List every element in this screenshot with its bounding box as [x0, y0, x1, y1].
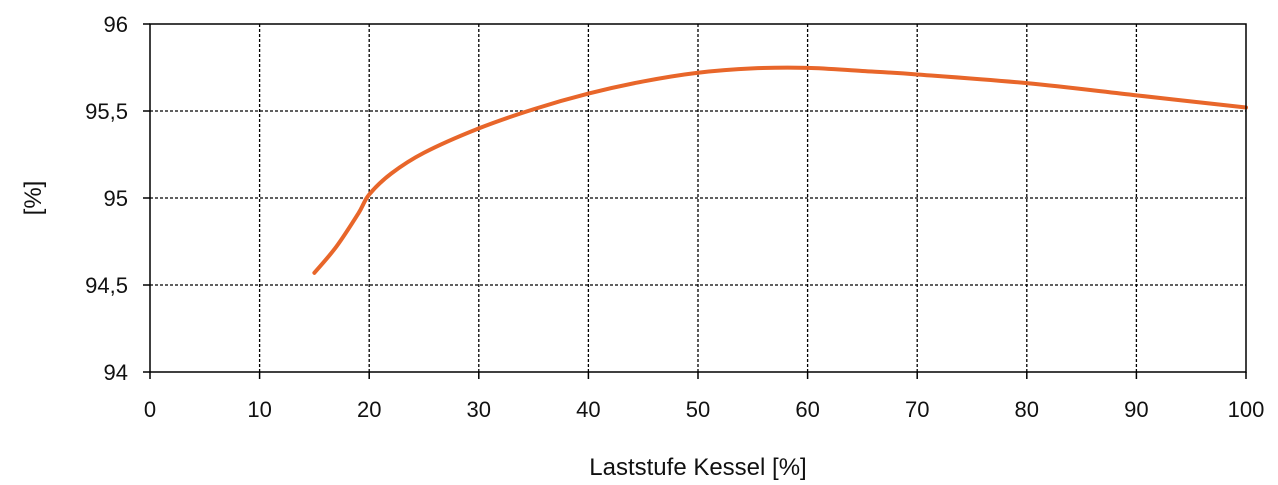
x-tick-label: 30	[467, 397, 491, 422]
y-tick-label: 95,5	[85, 99, 128, 124]
tick-labels: 0 10 20 30 40 50 60 70 80 90 100 94 94,5 95 95,5 96	[85, 12, 1264, 422]
y-tick-label: 94	[104, 360, 128, 385]
x-tick-label: 80	[1015, 397, 1039, 422]
series-line	[312, 65, 1248, 275]
x-tick-label: 100	[1228, 397, 1265, 422]
grid	[150, 24, 1246, 372]
x-tick-label: 0	[144, 397, 156, 422]
x-tick-label: 90	[1124, 397, 1148, 422]
x-tick-label: 40	[576, 397, 600, 422]
x-tick-label: 70	[905, 397, 929, 422]
series-layer	[312, 65, 1248, 275]
y-tick-label: 94,5	[85, 273, 128, 298]
x-axis-title: Laststufe Kessel [%]	[589, 454, 806, 481]
x-tick-label: 20	[357, 397, 381, 422]
axis-ticks	[143, 23, 1247, 379]
y-axis-title: [%]	[20, 181, 47, 216]
y-tick-label: 96	[104, 12, 128, 37]
y-tick-label: 95	[104, 186, 128, 211]
x-tick-label: 50	[686, 397, 710, 422]
x-tick-label: 10	[247, 397, 271, 422]
x-tick-label: 60	[795, 397, 819, 422]
